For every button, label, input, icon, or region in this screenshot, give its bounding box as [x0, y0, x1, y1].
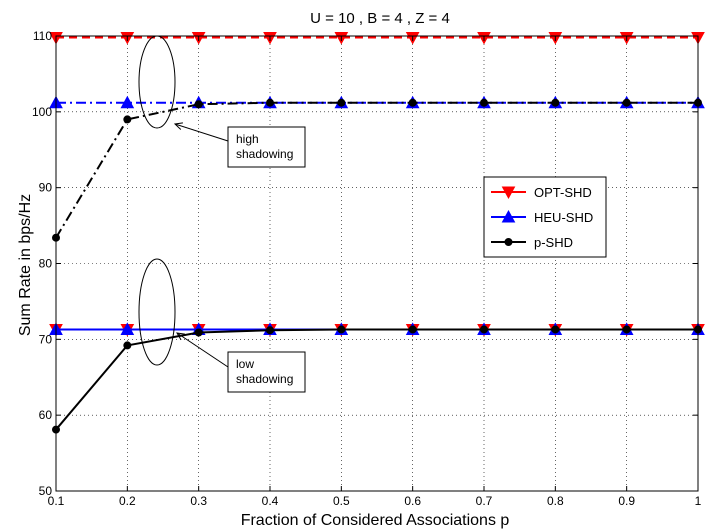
chart-title: U = 10 , B = 4 , Z = 4	[310, 10, 450, 27]
data-point	[266, 326, 274, 335]
legend-entry-p-shd: p-SHD	[491, 235, 573, 250]
y-tick-label: 60	[39, 408, 53, 422]
data-point	[337, 98, 346, 107]
series-low-p-shd	[52, 325, 702, 434]
y-tick-label: 70	[39, 332, 53, 346]
data-point	[622, 98, 631, 107]
annotation-text: low	[236, 357, 254, 371]
data-point	[194, 100, 203, 109]
annotation-text: shadowing	[236, 372, 293, 386]
data-point	[120, 95, 135, 109]
series-high-p-shd	[52, 98, 702, 242]
data-point	[480, 98, 488, 107]
y-tick-label: 50	[39, 484, 53, 498]
data-point	[622, 325, 631, 334]
x-tick-label: 1	[695, 494, 702, 508]
annotation-arrow	[174, 123, 229, 142]
data-point	[480, 325, 488, 334]
data-point	[123, 115, 132, 124]
y-tick-label: 100	[32, 105, 52, 119]
annotation-box	[227, 126, 306, 168]
annotation-arrowhead	[176, 332, 185, 341]
x-tick-label: 0.3	[190, 494, 207, 508]
legend-entry-opt-shd: OPT-SHD	[491, 185, 592, 200]
data-point	[337, 325, 346, 334]
legend: OPT-SHD HEU-SHD p-SHD	[483, 176, 607, 258]
legend-label: HEU-SHD	[534, 210, 593, 225]
data-point	[120, 322, 135, 335]
x-tick-label: 0.2	[119, 494, 136, 508]
series-line	[55, 101, 698, 239]
x-tick-label: 0.6	[404, 494, 421, 508]
annotation-text: shadowing	[236, 147, 293, 161]
data-point	[194, 328, 203, 337]
data-point	[551, 98, 560, 107]
legend-marker	[501, 209, 516, 223]
y-axis-label: Sum Rate in bps/Hz	[17, 194, 34, 336]
x-axis-label: Fraction of Considered Associations p	[241, 512, 510, 529]
data-point	[408, 98, 417, 107]
legend-marker	[504, 238, 513, 246]
legend-label: OPT-SHD	[534, 185, 592, 200]
x-tick-label: 0.7	[476, 494, 493, 508]
y-tick-label: 80	[39, 257, 53, 271]
data-point	[266, 98, 274, 107]
x-tick-label: 0.4	[262, 494, 279, 508]
data-point	[408, 325, 417, 334]
legend-entry-heu-shd: HEU-SHD	[491, 209, 593, 225]
annotation-ellipse	[138, 35, 176, 129]
x-tick-label: 0.5	[333, 494, 350, 508]
x-tick-label: 0.1	[48, 494, 65, 508]
x-tick-label: 0.9	[618, 494, 635, 508]
annotation-arrowhead	[173, 122, 183, 130]
annotation-box	[227, 351, 306, 393]
y-tick-label: 90	[39, 181, 53, 195]
axis-ticks: 0.1 0.2 0.3 0.4 0.5 0.6 0.7 0.8 0.9 1 50 60 70 80 90 10…	[32, 29, 702, 508]
x-tick-label: 0.8	[547, 494, 564, 508]
annotation-ellipse	[138, 258, 176, 366]
data-point	[123, 341, 132, 350]
data-point	[551, 325, 560, 334]
annotation-text: high	[236, 132, 259, 146]
legend-marker	[501, 186, 516, 200]
series-line	[55, 328, 698, 431]
legend-label: p-SHD	[534, 235, 573, 250]
grid	[55, 35, 699, 492]
y-tick-label: 110	[33, 29, 52, 43]
annotation-arrow	[176, 332, 229, 368]
